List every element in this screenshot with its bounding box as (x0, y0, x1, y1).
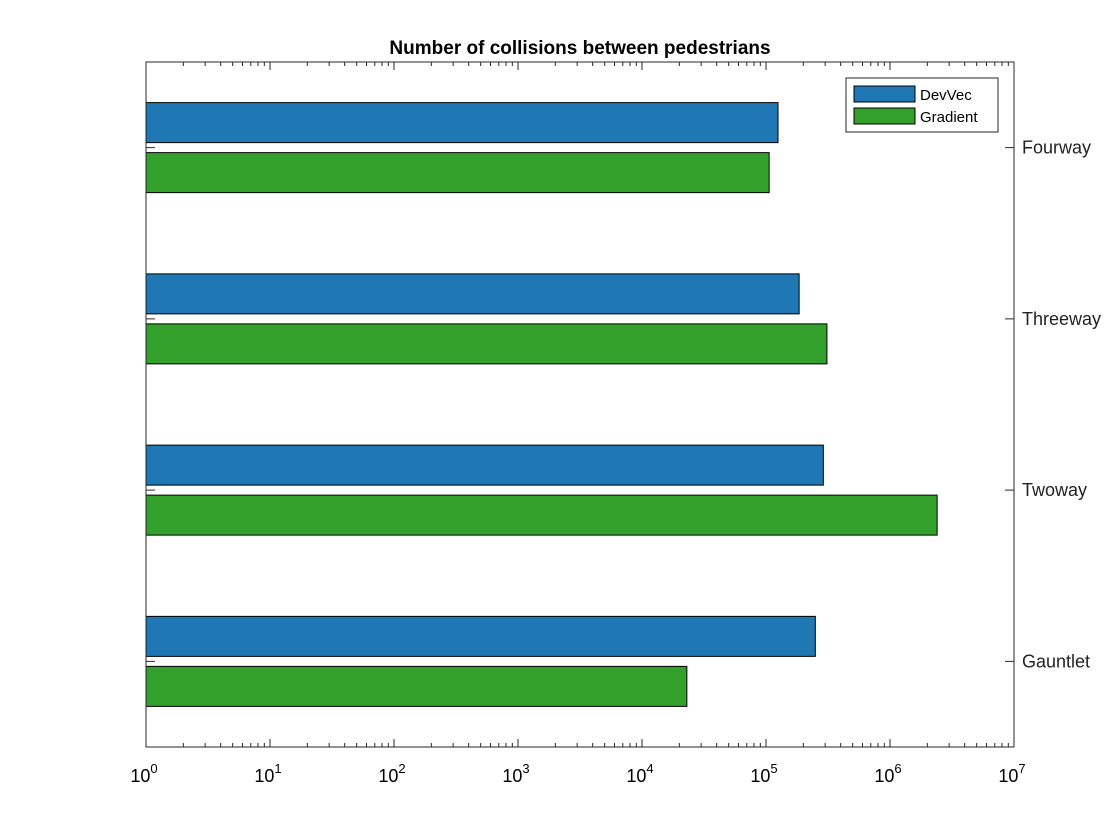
category-label: Fourway (1022, 138, 1091, 158)
x-tick-label: 105 (750, 761, 777, 786)
bar-gradient-twoway (145, 494, 938, 536)
chart-title: Number of collisions between pedestrians (389, 38, 770, 59)
bar-devvec-gauntlet (145, 615, 816, 657)
legend-swatch-gradient (853, 107, 916, 125)
plot-area-frame (145, 61, 1015, 748)
legend: DevVec Gradient (845, 77, 999, 133)
x-axis-tick-labels: 100 101 102 103 104 105 106 107 (130, 761, 1025, 786)
x-tick-label: 102 (378, 761, 405, 786)
bar-gradient-threeway (145, 323, 828, 365)
x-tick-label: 106 (874, 761, 901, 786)
bar-devvec-threeway (145, 273, 800, 315)
legend-label-devvec: DevVec (920, 87, 972, 104)
x-tick-label: 100 (130, 761, 157, 786)
bar-gradient-fourway (145, 152, 770, 194)
category-label: Gauntlet (1022, 651, 1090, 671)
category-label: Threeway (1022, 309, 1101, 329)
x-tick-label: 103 (502, 761, 529, 786)
x-tick-label: 107 (998, 761, 1025, 786)
legend-swatch-devvec (853, 85, 916, 103)
bar-devvec-fourway (145, 102, 779, 144)
bars-group (145, 102, 1014, 707)
x-tick-label: 104 (626, 761, 653, 786)
x-axis-ticks (145, 62, 1009, 747)
bar-devvec-twoway (145, 444, 824, 486)
x-tick-label: 101 (254, 761, 281, 786)
category-label: Twoway (1022, 480, 1087, 500)
bar-gradient-gauntlet (145, 665, 688, 707)
y-axis-category-labels: Fourway Threeway Twoway Gauntlet (1022, 138, 1101, 672)
legend-label-gradient: Gradient (920, 109, 978, 126)
